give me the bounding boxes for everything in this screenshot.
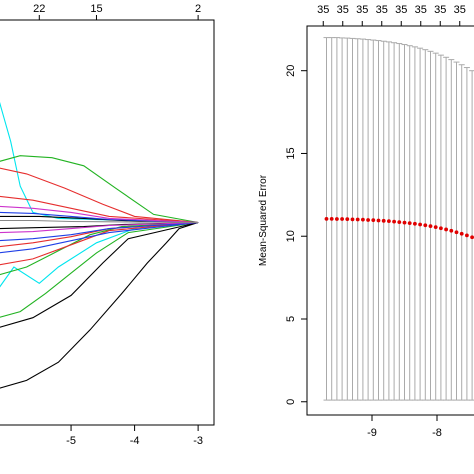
mse-point	[470, 235, 474, 240]
y-tick-label: 20	[285, 65, 297, 77]
mse-point	[465, 233, 469, 238]
top-axis-label: 35	[376, 4, 388, 16]
coefficient-path-line	[0, 101, 199, 224]
mse-point	[371, 218, 376, 223]
y-tick-label: 15	[285, 147, 297, 159]
mse-point	[376, 218, 381, 223]
mse-point	[381, 218, 386, 223]
mse-point	[350, 217, 355, 222]
mse-point	[402, 220, 407, 225]
mse-point	[413, 221, 417, 226]
top-axis-label: 35	[337, 4, 349, 16]
coefficient-path-line	[0, 211, 199, 224]
mse-point	[428, 224, 433, 229]
top-axis-label: 35	[317, 4, 329, 16]
mse-point	[324, 216, 329, 221]
mse-point	[361, 217, 365, 222]
top-axis-label: 35	[395, 4, 407, 16]
mse-point	[329, 216, 334, 221]
coefficient-path-line	[0, 155, 199, 224]
coefficient-path-line	[0, 219, 199, 224]
plot-frame	[0, 19, 215, 426]
coefficient-path-line	[0, 205, 199, 224]
mse-point	[423, 223, 428, 228]
mse-point	[439, 226, 443, 231]
coefficient-path-line	[0, 221, 199, 234]
mse-point	[444, 227, 448, 232]
x-tick-label: -4	[130, 435, 140, 447]
coefficient-path-line	[0, 221, 199, 328]
coefficient-path-line	[0, 195, 199, 224]
top-axis-label: 35	[415, 4, 427, 16]
top-axis-label: 22	[33, 3, 45, 15]
mse-point	[459, 231, 464, 236]
mse-point	[345, 217, 350, 222]
x-tick-label: -3	[193, 435, 203, 447]
coefficient-path-line	[0, 221, 199, 242]
top-axis-label: 35	[356, 4, 368, 16]
x-tick-label: -5	[66, 435, 76, 447]
mse-point	[387, 219, 391, 224]
coefficient-path-line	[0, 221, 199, 266]
top-axis-label: 35	[454, 4, 466, 16]
coefficient-path-line	[0, 221, 199, 318]
mse-point	[418, 222, 422, 227]
mse-point	[454, 230, 459, 235]
mse-point	[355, 217, 360, 222]
plot-frame	[306, 25, 474, 416]
y-tick-label: 5	[285, 316, 297, 322]
coefficient-path-line	[0, 221, 199, 276]
mse-point	[392, 219, 396, 224]
top-axis-label: 2	[195, 3, 201, 15]
mse-point	[449, 228, 454, 233]
cross-validation-panel: 0 5 10 15 20 -9 -8 35 35 35 35 35 35 35 35 Mean-Squared…	[258, 4, 474, 439]
mse-point	[407, 221, 412, 226]
top-axis-label: 35	[434, 4, 446, 16]
coefficient-path-panel: -5 -4 -3 22 15 2	[0, 3, 215, 447]
x-tick-label: -9	[367, 427, 377, 439]
mse-point	[397, 220, 402, 225]
y-tick-label: 10	[285, 230, 297, 242]
mse-point	[335, 217, 339, 221]
coefficient-path-line	[0, 221, 199, 389]
x-tick-label: -8	[432, 427, 442, 439]
mse-point	[340, 217, 344, 221]
y-tick-label: 0	[285, 399, 297, 405]
coefficient-path-line	[0, 221, 199, 254]
mse-point	[366, 218, 370, 222]
mse-point	[433, 225, 438, 230]
y-axis-title: Mean-Squared Error	[258, 174, 269, 266]
coefficient-path-line	[0, 167, 199, 224]
top-axis-label: 15	[90, 3, 102, 15]
